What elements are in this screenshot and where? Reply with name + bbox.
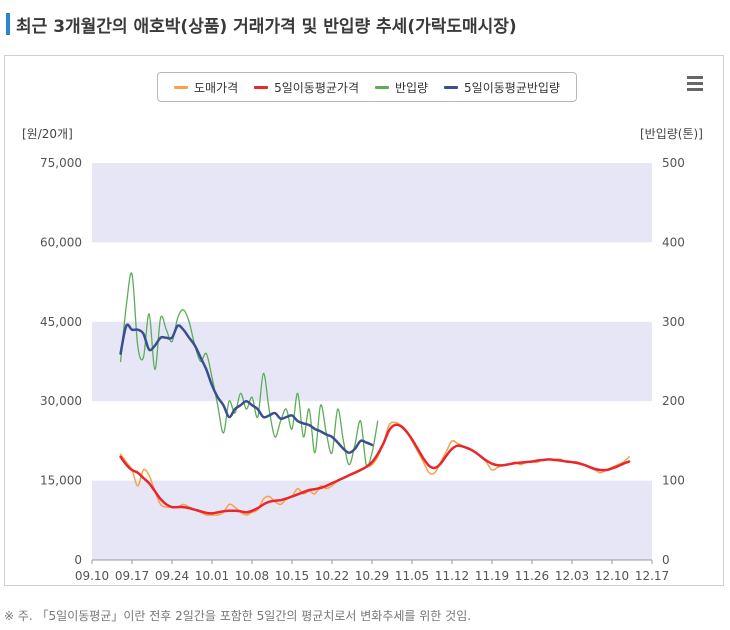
page-title: 최근 3개월간의 애호박(상품) 거래가격 및 반입량 추세(가락도매시장) <box>16 16 517 37</box>
chart-legend: 도매가격 5일이동평균가격 반입량 5일이동평균반입량 <box>157 72 577 102</box>
legend-swatch-price <box>173 85 188 89</box>
left-axis-title: [원/20개] <box>22 127 73 141</box>
legend-swatch-price-ma <box>254 85 269 89</box>
legend-label-price: 도매가격 <box>193 80 239 95</box>
legend-item-price[interactable]: 도매가격 <box>173 79 239 96</box>
title-accent-bar <box>6 13 10 35</box>
legend-item-volume-ma[interactable]: 5일이동평균반입량 <box>444 79 560 96</box>
legend-label-volume: 반입량 <box>394 80 429 95</box>
legend-label-price-ma: 5일이동평균가격 <box>274 80 360 95</box>
chart-frame <box>4 55 724 586</box>
legend-swatch-volume <box>374 85 389 89</box>
right-axis-title: [반입량(톤)] <box>640 127 703 141</box>
legend-label-volume-ma: 5일이동평균반입량 <box>464 80 561 95</box>
legend-item-price-ma[interactable]: 5일이동평균가격 <box>254 79 359 96</box>
legend-swatch-volume-ma <box>444 85 459 89</box>
legend-item-volume[interactable]: 반입량 <box>374 79 429 96</box>
title-bar: 최근 3개월간의 애호박(상품) 거래가격 및 반입량 추세(가락도매시장) <box>6 12 517 37</box>
hamburger-menu-icon[interactable] <box>687 76 703 92</box>
footnote: ※ 주. 「5일이동평균」이란 전후 2일간을 포함한 5일간의 평균치로서 변… <box>4 609 472 623</box>
